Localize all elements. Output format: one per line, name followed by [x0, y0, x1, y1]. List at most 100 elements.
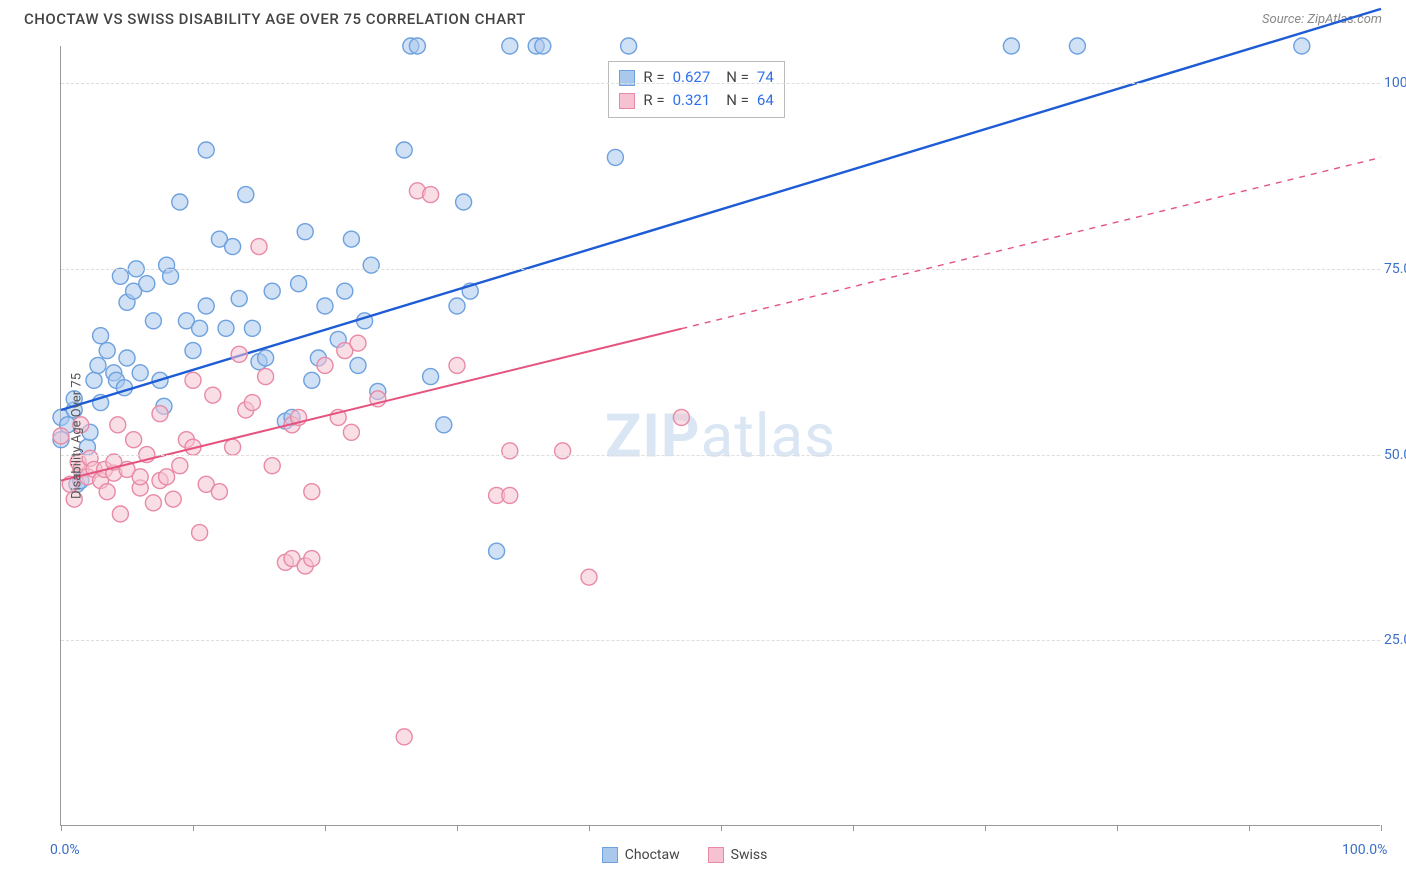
data-point [304, 551, 320, 567]
x-tick [985, 825, 986, 831]
data-point [112, 506, 128, 522]
data-point [145, 495, 161, 511]
data-point [258, 369, 274, 385]
data-point [132, 365, 148, 381]
x-tick [721, 825, 722, 831]
data-point [244, 395, 260, 411]
trend-line [61, 329, 681, 481]
y-tick-label: 25.0% [1384, 632, 1406, 648]
data-point [396, 142, 412, 158]
stat-r-value: 0.321 [673, 89, 711, 112]
data-point [304, 372, 320, 388]
legend-swatch [602, 847, 618, 863]
data-point [343, 231, 359, 247]
data-point [198, 142, 214, 158]
data-point [163, 268, 179, 284]
stat-r-label: R = [643, 66, 664, 89]
data-point [1003, 38, 1019, 54]
data-point [396, 729, 412, 745]
data-point [264, 283, 280, 299]
data-point [297, 224, 313, 240]
data-point [225, 439, 241, 455]
stat-n-value: 64 [757, 89, 774, 112]
data-point [139, 276, 155, 292]
data-point [607, 149, 623, 165]
legend-label: Choctaw [625, 847, 680, 863]
legend: Choctaw Swiss [602, 847, 768, 863]
data-point [145, 313, 161, 329]
stat-n-label: N = [726, 89, 749, 112]
data-point [198, 298, 214, 314]
data-point [132, 469, 148, 485]
data-point [449, 298, 465, 314]
x-tick [853, 825, 854, 831]
data-point [159, 469, 175, 485]
gridline [61, 455, 1380, 456]
x-tick [589, 825, 590, 831]
chart-title: CHOCTAW VS SWISS DISABILITY AGE OVER 75 … [24, 10, 526, 28]
y-tick-label: 75.0% [1384, 261, 1406, 277]
data-point [185, 343, 201, 359]
data-point [86, 372, 102, 388]
x-tick [193, 825, 194, 831]
data-point [423, 369, 439, 385]
data-point [231, 291, 247, 307]
data-point [110, 417, 126, 433]
data-point [126, 432, 142, 448]
x-tick [1249, 825, 1250, 831]
legend-swatch [708, 847, 724, 863]
data-point [99, 343, 115, 359]
x-axis-min-label: 0.0% [50, 842, 80, 858]
data-point [244, 320, 260, 336]
data-point [337, 283, 353, 299]
stat-r-value: 0.627 [673, 66, 711, 89]
stats-row: R =0.627N =74 [619, 66, 773, 89]
x-axis-max-label: 100.0% [1342, 842, 1387, 858]
data-point [673, 409, 689, 425]
gridline [61, 83, 1380, 84]
y-tick-label: 50.0% [1384, 447, 1406, 463]
data-point [119, 350, 135, 366]
trend-line-extrapolated [681, 157, 1381, 328]
stat-n-value: 74 [757, 66, 774, 89]
x-tick [325, 825, 326, 831]
scatter-svg [61, 46, 1380, 825]
data-point [363, 257, 379, 273]
data-point [350, 335, 366, 351]
data-point [1294, 38, 1310, 54]
data-point [192, 525, 208, 541]
data-point [489, 543, 505, 559]
data-point [456, 194, 472, 210]
data-point [409, 38, 425, 54]
data-point [172, 458, 188, 474]
data-point [258, 350, 274, 366]
data-point [185, 372, 201, 388]
data-point [251, 239, 267, 255]
x-tick [457, 825, 458, 831]
data-point [423, 187, 439, 203]
legend-item: Swiss [708, 847, 768, 863]
y-axis-label: Disability Age Over 75 [70, 373, 85, 499]
data-point [436, 417, 452, 433]
data-point [317, 357, 333, 373]
data-point [621, 38, 637, 54]
data-point [317, 298, 333, 314]
data-point [192, 320, 208, 336]
data-point [304, 484, 320, 500]
data-point [502, 38, 518, 54]
data-point [53, 428, 69, 444]
data-point [165, 491, 181, 507]
data-point [218, 320, 234, 336]
data-point [350, 357, 366, 373]
data-point [581, 569, 597, 585]
x-tick [1381, 825, 1382, 831]
legend-item: Choctaw [602, 847, 680, 863]
data-point [1069, 38, 1085, 54]
data-point [231, 346, 247, 362]
data-point [264, 458, 280, 474]
data-point [225, 239, 241, 255]
data-point [205, 387, 221, 403]
x-tick [61, 825, 62, 831]
data-point [291, 276, 307, 292]
gridline [61, 640, 1380, 641]
